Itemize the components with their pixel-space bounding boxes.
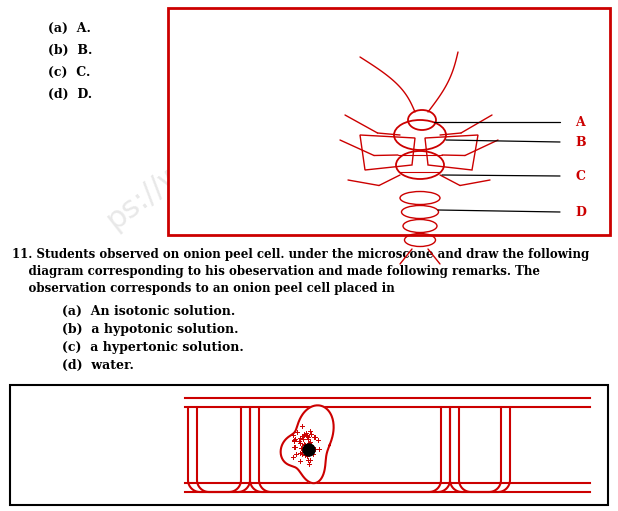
Text: (b)  B.: (b) B. xyxy=(48,44,92,57)
Text: (a)  An isotonic solution.: (a) An isotonic solution. xyxy=(62,305,235,318)
Text: 11. Students observed on onion peel cell. under the microscone and draw the foll: 11. Students observed on onion peel cell… xyxy=(12,248,589,261)
Text: (d)  water.: (d) water. xyxy=(62,359,134,372)
Text: A: A xyxy=(575,115,585,128)
Text: observation corresponds to an onion peel cell placed in: observation corresponds to an onion peel… xyxy=(12,282,395,295)
Text: (c)  C.: (c) C. xyxy=(48,66,90,79)
Text: (a)  A.: (a) A. xyxy=(48,22,91,35)
Bar xyxy=(168,8,610,235)
Text: diagram corresponding to his obeservation and made following remarks. The: diagram corresponding to his obeservatio… xyxy=(12,265,540,278)
Bar xyxy=(10,385,608,505)
Text: D: D xyxy=(575,205,586,219)
Circle shape xyxy=(303,444,315,456)
Text: (c)  a hypertonic solution.: (c) a hypertonic solution. xyxy=(62,341,243,354)
Polygon shape xyxy=(281,405,334,483)
Text: C: C xyxy=(575,170,585,182)
Text: (d)  D.: (d) D. xyxy=(48,88,92,101)
Text: B: B xyxy=(575,135,586,149)
Text: ps://www.st...: ps://www.st... xyxy=(100,86,279,236)
Text: (b)  a hypotonic solution.: (b) a hypotonic solution. xyxy=(62,323,239,336)
